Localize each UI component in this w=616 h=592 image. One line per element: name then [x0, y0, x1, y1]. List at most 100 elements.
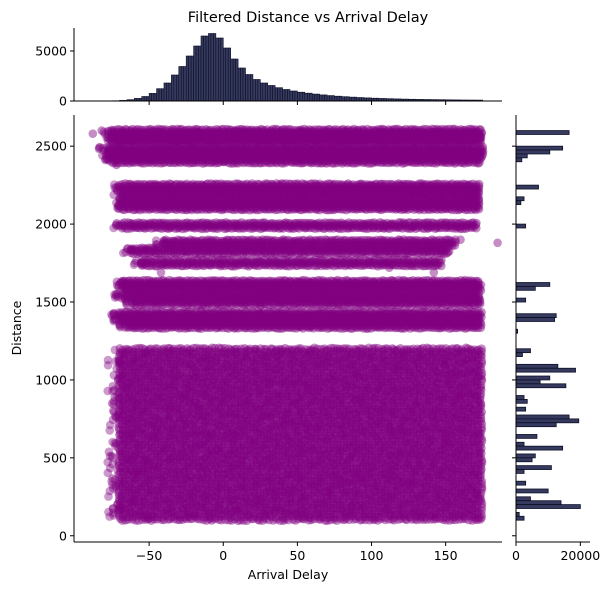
scatter-point [345, 348, 355, 357]
scatter-point [151, 347, 160, 356]
scatter-point [298, 347, 308, 356]
scatter-point [122, 353, 131, 362]
scatter-point [153, 344, 162, 353]
scatter-point [195, 344, 205, 353]
scatter-point [453, 349, 463, 359]
scatter-point [137, 343, 147, 353]
scatter-point [310, 351, 320, 360]
scatter-point [332, 347, 341, 356]
scatter-point [455, 346, 464, 356]
scatter-point [131, 350, 141, 360]
top-histogram-bar [282, 89, 286, 102]
scatter-point [214, 343, 224, 353]
top-histogram-bar [262, 82, 266, 102]
scatter-point [278, 347, 288, 357]
scatter-point [282, 347, 292, 357]
scatter-point [175, 347, 185, 357]
scatter-point [114, 352, 124, 362]
scatter-point [326, 347, 336, 357]
scatter-point [322, 346, 332, 356]
top-histogram-bar [148, 93, 152, 102]
scatter-point [344, 344, 354, 354]
scatter-point [168, 346, 178, 356]
scatter-point [413, 349, 423, 359]
scatter-point [255, 348, 264, 358]
scatter-point [138, 348, 147, 358]
scatter-point [185, 349, 195, 359]
top-histogram-bar [331, 95, 335, 102]
top-histogram-bar [319, 94, 323, 102]
scatter-point [198, 344, 208, 353]
top-histogram-bar [356, 97, 360, 102]
top-histogram-bar [255, 79, 259, 102]
scatter-point [477, 350, 486, 360]
scatter-point [198, 351, 208, 360]
scatter-point [409, 347, 419, 357]
scatter-point [374, 349, 384, 359]
scatter-point [320, 351, 329, 361]
scatter-point [336, 349, 346, 359]
scatter-point [409, 344, 418, 354]
top-histogram-bar [168, 82, 172, 102]
top-histogram-bar [151, 93, 155, 102]
scatter-point [416, 351, 426, 360]
top-histogram-bar [302, 91, 306, 102]
scatter-point [396, 344, 405, 353]
scatter-point [188, 350, 198, 359]
scatter-point [310, 346, 320, 356]
top-histogram-bar [193, 45, 197, 102]
scatter-point [362, 347, 371, 357]
scatter-point [144, 345, 154, 354]
scatter-point [256, 344, 265, 353]
scatter-point [457, 347, 467, 357]
scatter-point [317, 344, 326, 354]
scatter-point [307, 345, 317, 354]
top-histogram-bar [334, 95, 338, 102]
scatter-point [263, 348, 272, 357]
scatter-point [380, 350, 390, 360]
top-histogram-bar [346, 96, 350, 102]
scatter-point [217, 349, 227, 359]
top-histogram-bar [208, 33, 212, 102]
top-histogram-bar [222, 47, 227, 102]
scatter-point [392, 346, 402, 356]
top-histogram-bar [247, 74, 251, 102]
top-histogram-bar [344, 96, 348, 102]
scatter-point [320, 344, 329, 354]
scatter-point [128, 345, 137, 354]
scatter-point [277, 349, 287, 359]
scatter-point [383, 344, 393, 354]
scatter-point [232, 350, 242, 360]
scatter-point [230, 344, 240, 354]
top-histogram-bar [143, 96, 147, 102]
scatter-point [477, 344, 486, 354]
scatter-point [402, 344, 412, 354]
top-histogram-bar [203, 35, 207, 102]
top-histogram-bar [264, 82, 269, 102]
scatter-point [409, 350, 418, 360]
scatter-point [448, 347, 458, 357]
scatter-point [204, 345, 214, 354]
scatter-point [294, 350, 304, 359]
scatter-point [233, 347, 243, 357]
scatter-point [474, 345, 483, 355]
scatter-point [460, 347, 470, 357]
scatter-point [477, 347, 486, 356]
top-histogram-bar [316, 93, 320, 102]
scatter-point [294, 346, 303, 356]
scatter-point [272, 345, 281, 354]
top-histogram-bar [339, 95, 343, 102]
scatter-point [364, 347, 373, 357]
scatter-point [389, 345, 399, 354]
scatter-point [141, 349, 150, 359]
scatter-point [224, 349, 233, 359]
top-histogram-bar [284, 89, 288, 102]
scatter-point [378, 344, 387, 354]
scatter-point [315, 350, 325, 359]
scatter-point [368, 344, 377, 353]
scatter-point [349, 344, 359, 354]
scatter-point [461, 343, 471, 353]
scatter-point [259, 347, 269, 357]
top-histogram-bar [306, 92, 311, 102]
top-histogram-bar [237, 67, 241, 102]
